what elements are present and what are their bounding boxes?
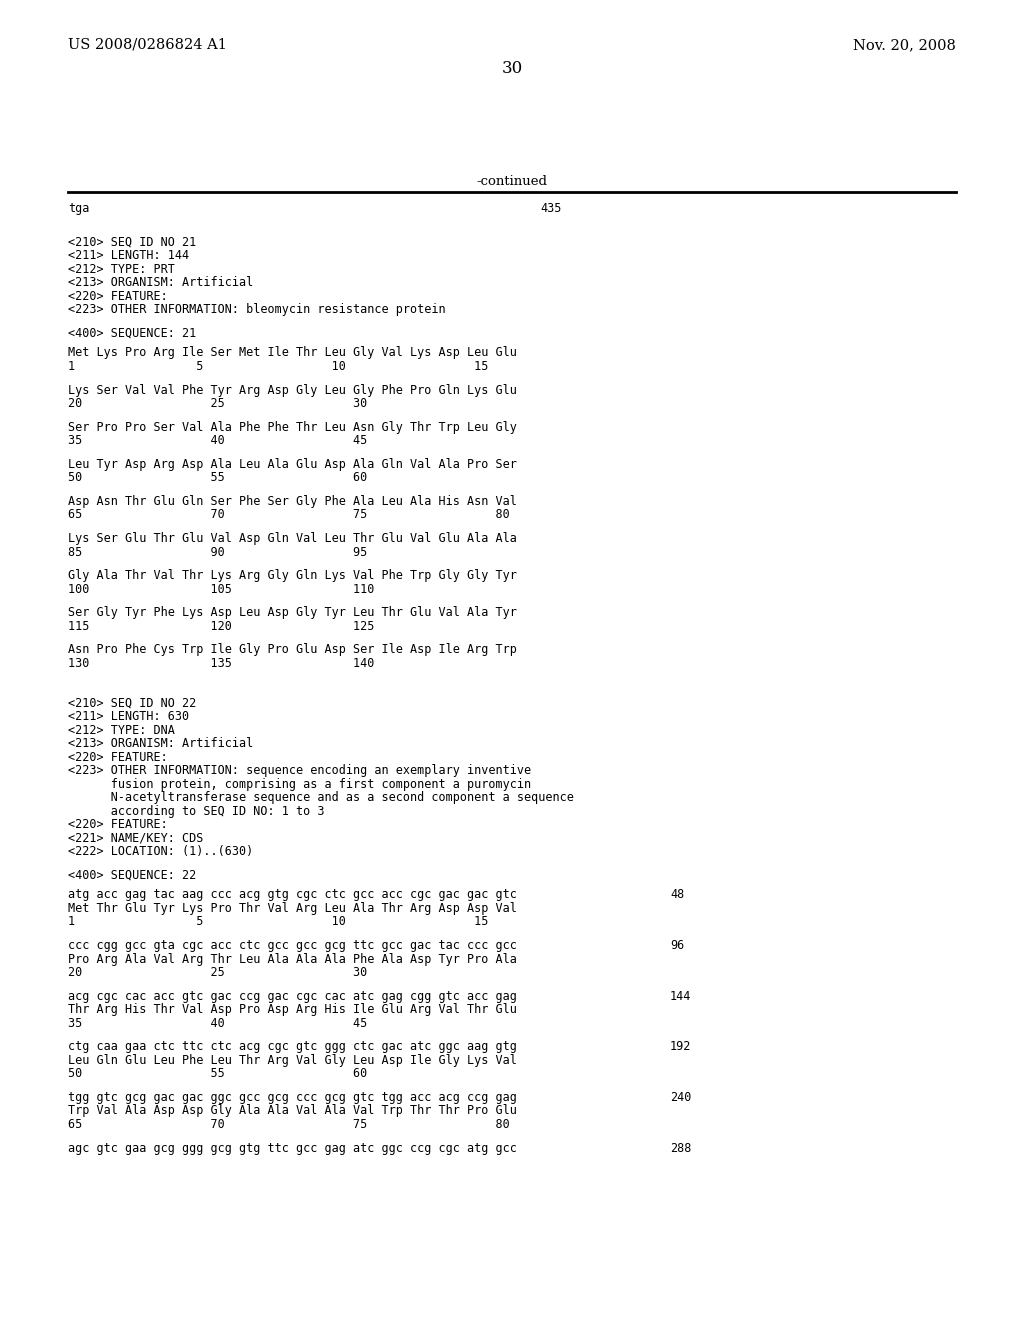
Text: ccc cgg gcc gta cgc acc ctc gcc gcc gcg ttc gcc gac tac ccc gcc: ccc cgg gcc gta cgc acc ctc gcc gcc gcg … [68, 939, 517, 952]
Text: 288: 288 [670, 1142, 691, 1155]
Text: <213> ORGANISM: Artificial: <213> ORGANISM: Artificial [68, 276, 253, 289]
Text: 144: 144 [670, 990, 691, 1003]
Text: Ser Pro Pro Ser Val Ala Phe Phe Thr Leu Asn Gly Thr Trp Leu Gly: Ser Pro Pro Ser Val Ala Phe Phe Thr Leu … [68, 421, 517, 434]
Text: 35                  40                  45: 35 40 45 [68, 1016, 368, 1030]
Text: acg cgc cac acc gtc gac ccg gac cgc cac atc gag cgg gtc acc gag: acg cgc cac acc gtc gac ccg gac cgc cac … [68, 990, 517, 1003]
Text: <212> TYPE: PRT: <212> TYPE: PRT [68, 263, 175, 276]
Text: 20                  25                  30: 20 25 30 [68, 397, 368, 411]
Text: tga: tga [68, 202, 89, 215]
Text: 240: 240 [670, 1090, 691, 1104]
Text: fusion protein, comprising as a first component a puromycin: fusion protein, comprising as a first co… [68, 777, 531, 791]
Text: Ser Gly Tyr Phe Lys Asp Leu Asp Gly Tyr Leu Thr Glu Val Ala Tyr: Ser Gly Tyr Phe Lys Asp Leu Asp Gly Tyr … [68, 606, 517, 619]
Text: atg acc gag tac aag ccc acg gtg cgc ctc gcc acc cgc gac gac gtc: atg acc gag tac aag ccc acg gtg cgc ctc … [68, 888, 517, 902]
Text: 130                 135                 140: 130 135 140 [68, 657, 375, 671]
Text: <210> SEQ ID NO 21: <210> SEQ ID NO 21 [68, 236, 197, 248]
Text: <222> LOCATION: (1)..(630): <222> LOCATION: (1)..(630) [68, 845, 253, 858]
Text: 50                  55                  60: 50 55 60 [68, 1068, 368, 1080]
Text: <213> ORGANISM: Artificial: <213> ORGANISM: Artificial [68, 738, 253, 750]
Text: 30: 30 [502, 59, 522, 77]
Text: 115                 120                 125: 115 120 125 [68, 620, 375, 632]
Text: Leu Tyr Asp Arg Asp Ala Leu Ala Glu Asp Ala Gln Val Ala Pro Ser: Leu Tyr Asp Arg Asp Ala Leu Ala Glu Asp … [68, 458, 517, 471]
Text: tgg gtc gcg gac gac ggc gcc gcg ccc gcg gtc tgg acc acg ccg gag: tgg gtc gcg gac gac ggc gcc gcg ccc gcg … [68, 1090, 517, 1104]
Text: Nov. 20, 2008: Nov. 20, 2008 [853, 38, 956, 51]
Text: <400> SEQUENCE: 22: <400> SEQUENCE: 22 [68, 869, 197, 882]
Text: <212> TYPE: DNA: <212> TYPE: DNA [68, 723, 175, 737]
Text: <211> LENGTH: 144: <211> LENGTH: 144 [68, 249, 189, 263]
Text: <400> SEQUENCE: 21: <400> SEQUENCE: 21 [68, 326, 197, 339]
Text: N-acetyltransferase sequence and as a second component a sequence: N-acetyltransferase sequence and as a se… [68, 791, 573, 804]
Text: Lys Ser Val Val Phe Tyr Arg Asp Gly Leu Gly Phe Pro Gln Lys Glu: Lys Ser Val Val Phe Tyr Arg Asp Gly Leu … [68, 384, 517, 396]
Text: <210> SEQ ID NO 22: <210> SEQ ID NO 22 [68, 697, 197, 710]
Text: Asn Pro Phe Cys Trp Ile Gly Pro Glu Asp Ser Ile Asp Ile Arg Trp: Asn Pro Phe Cys Trp Ile Gly Pro Glu Asp … [68, 643, 517, 656]
Text: 192: 192 [670, 1040, 691, 1053]
Text: 435: 435 [540, 202, 561, 215]
Text: Thr Arg His Thr Val Asp Pro Asp Arg His Ile Glu Arg Val Thr Glu: Thr Arg His Thr Val Asp Pro Asp Arg His … [68, 1003, 517, 1016]
Text: 85                  90                  95: 85 90 95 [68, 545, 368, 558]
Text: <221> NAME/KEY: CDS: <221> NAME/KEY: CDS [68, 832, 204, 845]
Text: Gly Ala Thr Val Thr Lys Arg Gly Gln Lys Val Phe Trp Gly Gly Tyr: Gly Ala Thr Val Thr Lys Arg Gly Gln Lys … [68, 569, 517, 582]
Text: 35                  40                  45: 35 40 45 [68, 434, 368, 447]
Text: <220> FEATURE:: <220> FEATURE: [68, 818, 168, 832]
Text: Leu Gln Glu Leu Phe Leu Thr Arg Val Gly Leu Asp Ile Gly Lys Val: Leu Gln Glu Leu Phe Leu Thr Arg Val Gly … [68, 1053, 517, 1067]
Text: Asp Asn Thr Glu Gln Ser Phe Ser Gly Phe Ala Leu Ala His Asn Val: Asp Asn Thr Glu Gln Ser Phe Ser Gly Phe … [68, 495, 517, 508]
Text: 96: 96 [670, 939, 684, 952]
Text: 65                  70                  75                  80: 65 70 75 80 [68, 1118, 510, 1131]
Text: 1                 5                  10                  15: 1 5 10 15 [68, 360, 488, 374]
Text: 65                  70                  75                  80: 65 70 75 80 [68, 508, 510, 521]
Text: according to SEQ ID NO: 1 to 3: according to SEQ ID NO: 1 to 3 [68, 805, 325, 818]
Text: <220> FEATURE:: <220> FEATURE: [68, 751, 168, 764]
Text: US 2008/0286824 A1: US 2008/0286824 A1 [68, 38, 227, 51]
Text: 48: 48 [670, 888, 684, 902]
Text: 50                  55                  60: 50 55 60 [68, 471, 368, 484]
Text: ctg caa gaa ctc ttc ctc acg cgc gtc ggg ctc gac atc ggc aag gtg: ctg caa gaa ctc ttc ctc acg cgc gtc ggg … [68, 1040, 517, 1053]
Text: <211> LENGTH: 630: <211> LENGTH: 630 [68, 710, 189, 723]
Text: Lys Ser Glu Thr Glu Val Asp Gln Val Leu Thr Glu Val Glu Ala Ala: Lys Ser Glu Thr Glu Val Asp Gln Val Leu … [68, 532, 517, 545]
Text: <223> OTHER INFORMATION: sequence encoding an exemplary inventive: <223> OTHER INFORMATION: sequence encodi… [68, 764, 531, 777]
Text: agc gtc gaa gcg ggg gcg gtg ttc gcc gag atc ggc ccg cgc atg gcc: agc gtc gaa gcg ggg gcg gtg ttc gcc gag … [68, 1142, 517, 1155]
Text: Pro Arg Ala Val Arg Thr Leu Ala Ala Ala Phe Ala Asp Tyr Pro Ala: Pro Arg Ala Val Arg Thr Leu Ala Ala Ala … [68, 953, 517, 966]
Text: 20                  25                  30: 20 25 30 [68, 966, 368, 979]
Text: Met Lys Pro Arg Ile Ser Met Ile Thr Leu Gly Val Lys Asp Leu Glu: Met Lys Pro Arg Ile Ser Met Ile Thr Leu … [68, 346, 517, 359]
Text: Met Thr Glu Tyr Lys Pro Thr Val Arg Leu Ala Thr Arg Asp Asp Val: Met Thr Glu Tyr Lys Pro Thr Val Arg Leu … [68, 902, 517, 915]
Text: <220> FEATURE:: <220> FEATURE: [68, 290, 168, 302]
Text: <223> OTHER INFORMATION: bleomycin resistance protein: <223> OTHER INFORMATION: bleomycin resis… [68, 304, 445, 317]
Text: -continued: -continued [476, 176, 548, 187]
Text: Trp Val Ala Asp Asp Gly Ala Ala Val Ala Val Trp Thr Thr Pro Glu: Trp Val Ala Asp Asp Gly Ala Ala Val Ala … [68, 1105, 517, 1118]
Text: 1                 5                  10                  15: 1 5 10 15 [68, 916, 488, 928]
Text: 100                 105                 110: 100 105 110 [68, 582, 375, 595]
